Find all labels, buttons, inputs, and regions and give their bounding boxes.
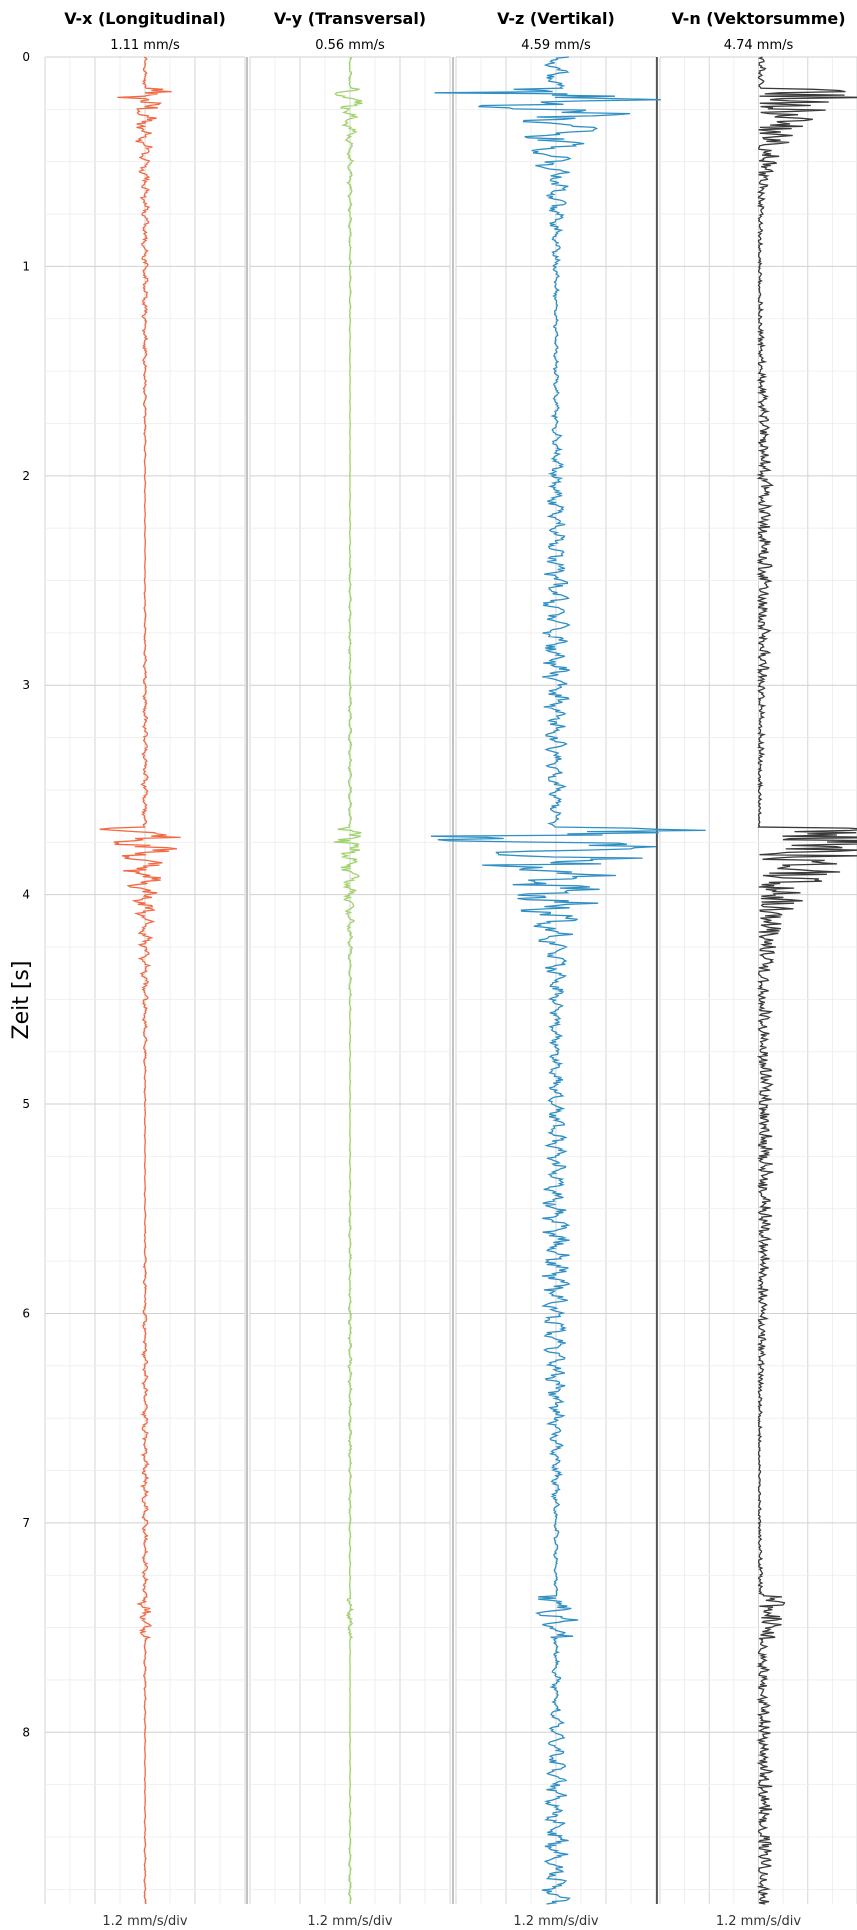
series-trace-4 <box>756 56 857 1905</box>
series-trace-1 <box>99 56 181 1905</box>
panel-title: V-n (Vektorsumme) <box>671 9 845 28</box>
panel-title: V-x (Longitudinal) <box>64 9 226 28</box>
trace-layer <box>99 56 857 1905</box>
y-tick-label: 8 <box>22 1725 30 1739</box>
panel-scale-label: 1.2 mm/s/div <box>513 1914 599 1929</box>
series-trace-3 <box>430 56 706 1905</box>
y-tick-label: 0 <box>22 50 30 64</box>
series-trace-2 <box>333 56 363 1905</box>
panel-peak-value: 0.56 mm/s <box>315 38 385 53</box>
y-tick-label: 1 <box>22 259 30 273</box>
panel-title: V-z (Vertikal) <box>497 9 615 28</box>
y-tick-label: 6 <box>22 1306 30 1320</box>
y-tick-label: 2 <box>22 469 30 483</box>
y-axis-label: Zeit [s] <box>9 961 34 1040</box>
panel-scale-label: 1.2 mm/s/div <box>307 1914 393 1929</box>
y-tick-label: 5 <box>22 1097 30 1111</box>
y-tick-label: 7 <box>22 1516 30 1530</box>
panel-scale-label: 1.2 mm/s/div <box>102 1914 188 1929</box>
text-layer: Zeit [s] V-x (Longitudinal) 1.11 mm/s 1.2 … <box>9 9 846 1929</box>
panel-title: V-y (Transversal) <box>274 9 426 28</box>
grid-layer <box>44 56 857 1904</box>
y-tick-label: 4 <box>22 888 30 902</box>
panel-scale-label: 1.2 mm/s/div <box>716 1914 802 1929</box>
panel-peak-value: 1.11 mm/s <box>110 38 180 53</box>
panel-peak-value: 4.74 mm/s <box>724 38 794 53</box>
panel-peak-value: 4.59 mm/s <box>521 38 591 53</box>
y-tick-label: 3 <box>22 678 30 692</box>
